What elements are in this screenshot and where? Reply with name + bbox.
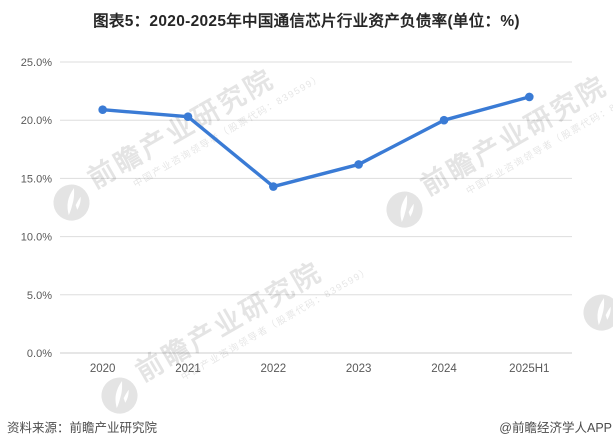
- y-tick-label: 10.0%: [21, 232, 52, 244]
- data-point-2022[interactable]: [269, 182, 278, 191]
- chart-title: 图表5：2020-2025年中国通信芯片行业资产负债率(单位：%): [93, 13, 520, 30]
- x-tick-label: 2025H1: [509, 363, 549, 375]
- credit-note: @前瞻经济学人APP: [499, 421, 612, 435]
- x-tick-label: 2024: [431, 363, 457, 375]
- y-tick-label: 20.0%: [21, 115, 52, 127]
- y-tick-label: 15.0%: [21, 173, 52, 185]
- y-tick-label: 0.0%: [27, 348, 52, 360]
- source-note: 资料来源：前瞻产业研究院: [7, 421, 158, 435]
- y-tick-label: 5.0%: [27, 290, 52, 302]
- x-tick-label: 2022: [261, 363, 287, 375]
- data-point-2021[interactable]: [183, 112, 193, 122]
- x-tick-label: 2020: [90, 363, 116, 375]
- data-point-2025H1[interactable]: [525, 92, 534, 102]
- data-point-2023[interactable]: [354, 160, 363, 169]
- x-tick-label: 2023: [346, 363, 372, 375]
- y-tick-label: 25.0%: [21, 57, 52, 69]
- series-line: [100, 95, 532, 189]
- data-point-2020[interactable]: [98, 105, 107, 115]
- data-point-2024[interactable]: [439, 115, 449, 125]
- x-tick-label: 2021: [175, 363, 201, 375]
